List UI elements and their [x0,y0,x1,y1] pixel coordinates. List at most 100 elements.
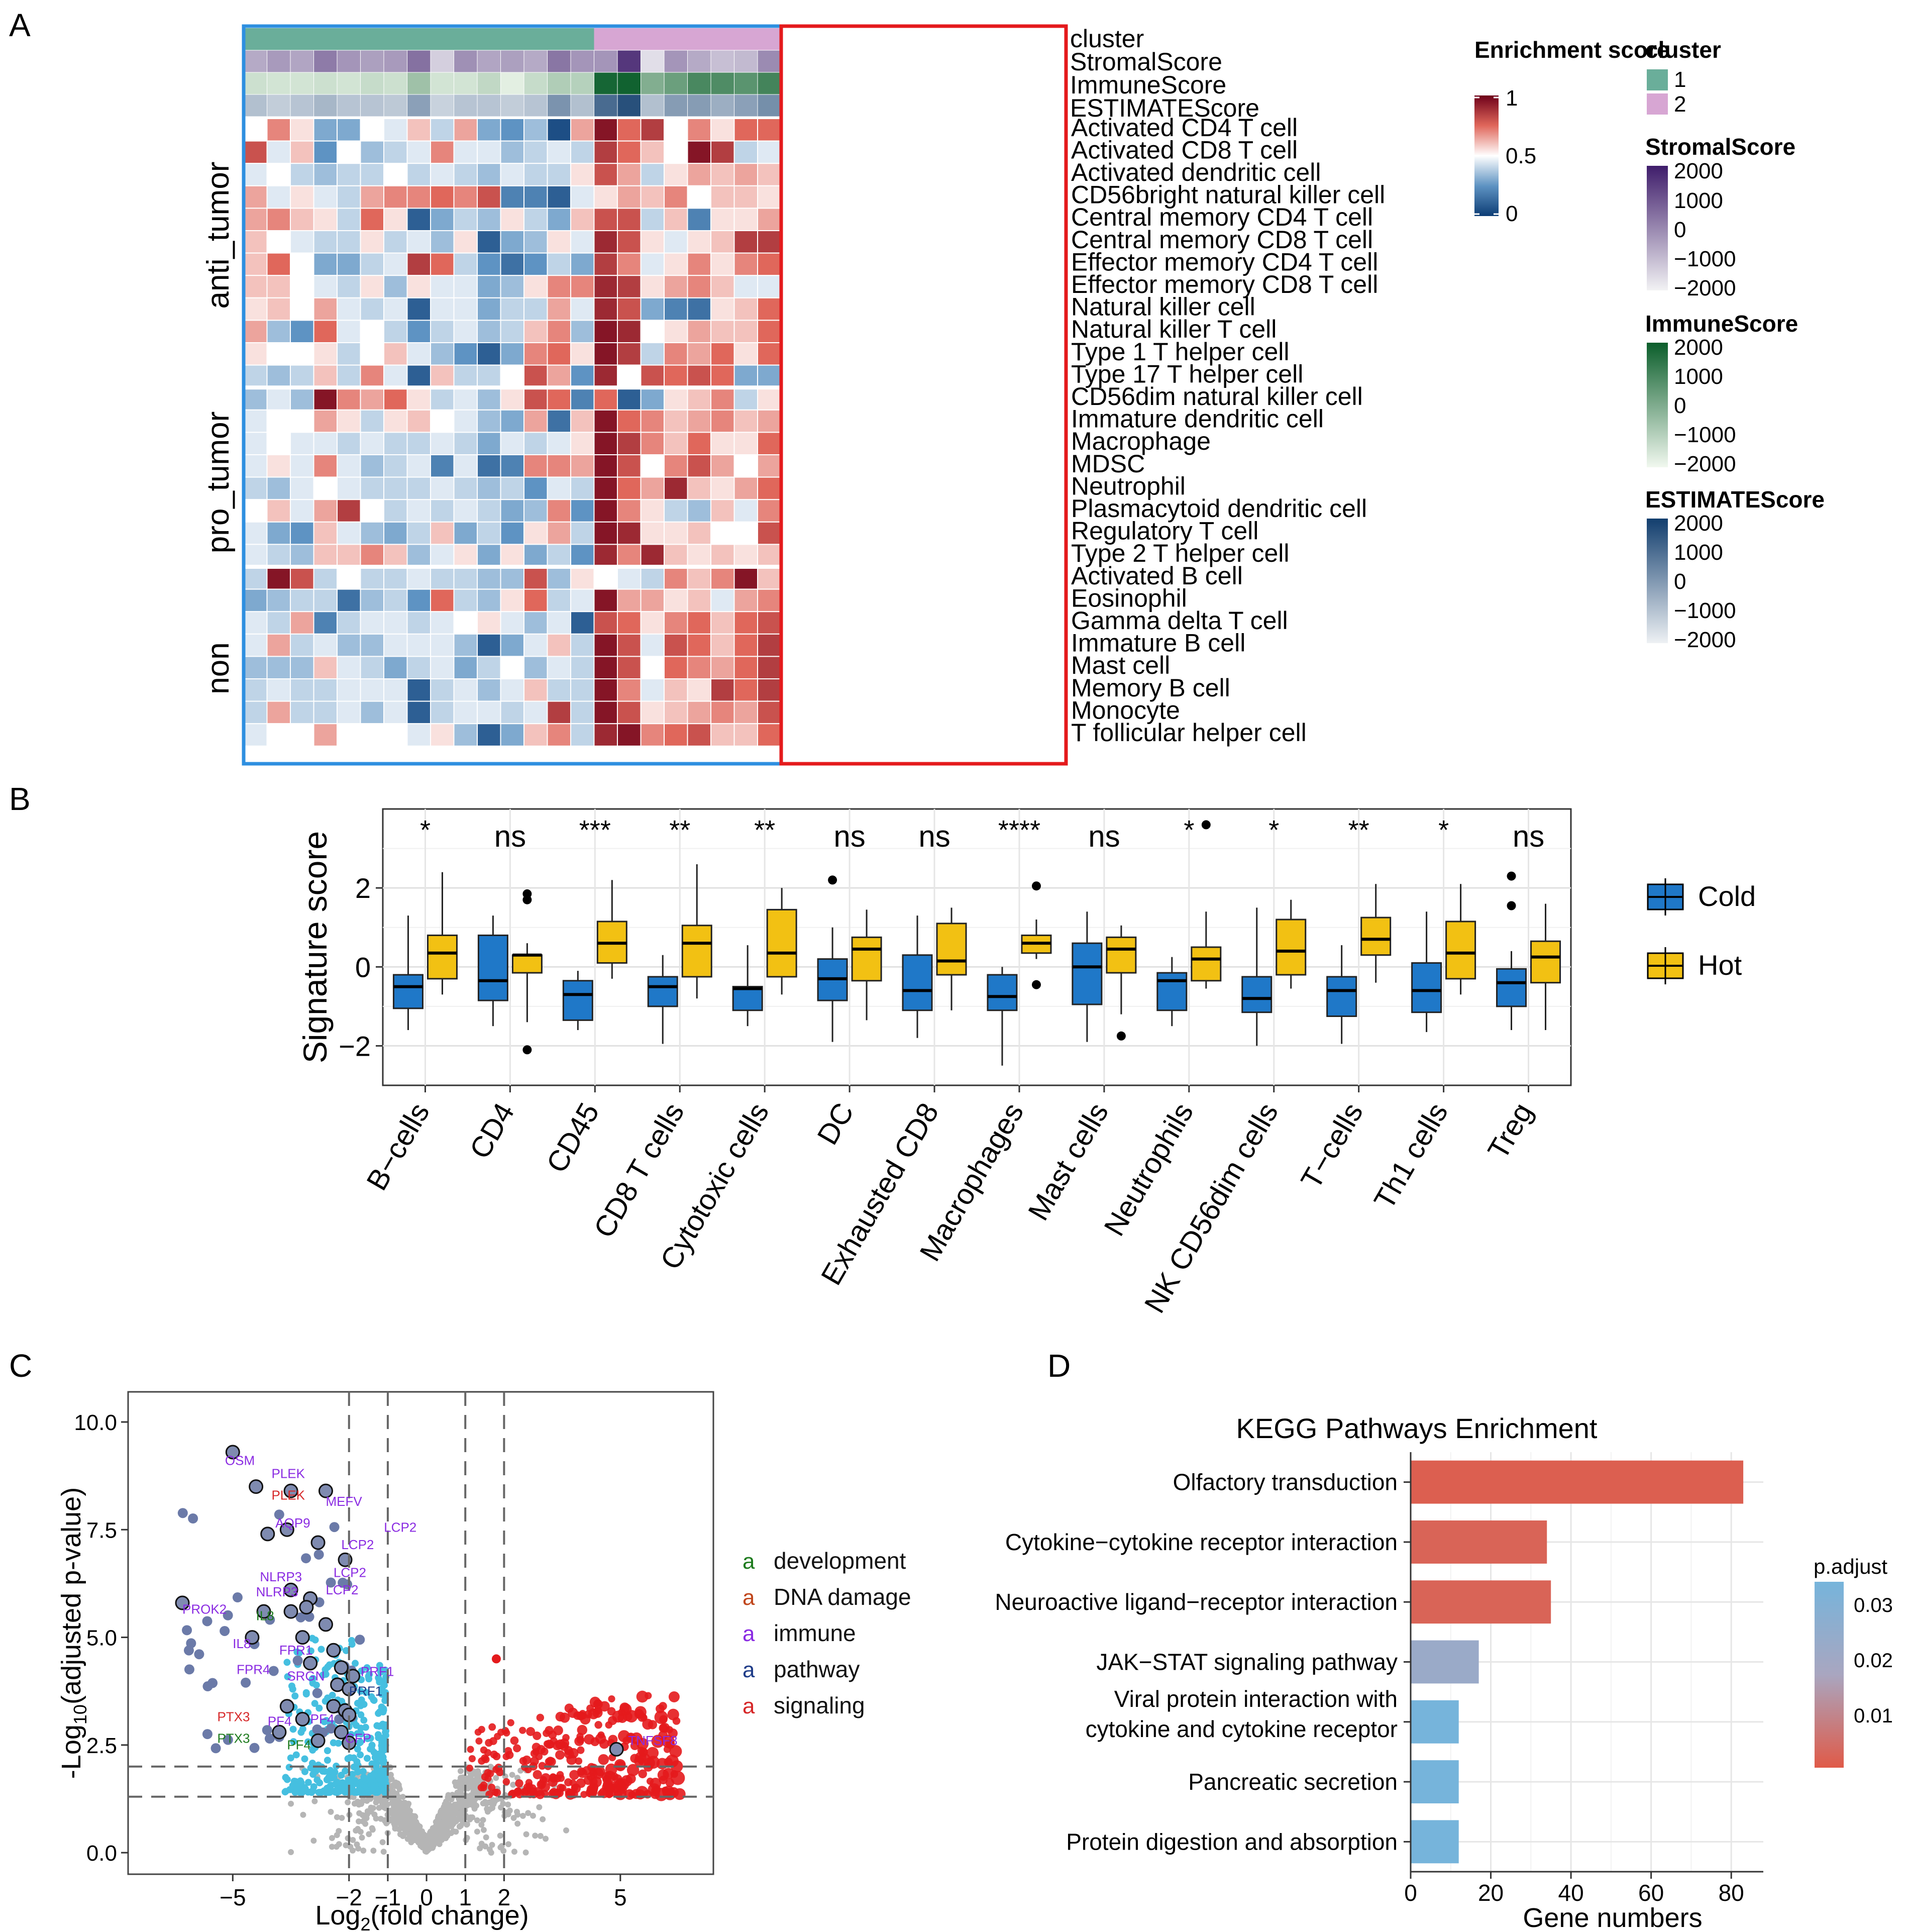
volcano-point-ns [369,1825,375,1832]
immune-tick-label: 0 [1674,393,1686,418]
heatmap-cell [337,140,361,164]
volcano-point-down [354,1730,361,1738]
heatmap-cell [430,275,455,298]
gene-label: PLEK [271,1487,305,1502]
heatmap-cell [290,297,314,321]
heatmap-cell [383,723,408,747]
volcano-point-up [536,1713,545,1722]
heatmap-cell [710,275,735,298]
heatmap-cell [687,342,711,366]
enrichment-legend: Enrichment score 1 0.5 0 [1474,37,1670,226]
heatmap-cell [477,387,501,411]
heatmap-cell [383,342,408,366]
heatmap-row-label: Central memory CD8 T cell [1071,226,1373,254]
immune-tick-label: −1000 [1674,423,1736,447]
heatmap-cell [477,118,501,142]
estimate-legend-title: ESTIMATEScore [1645,486,1825,513]
stromal-annotation-cell [313,50,338,73]
heatmap-cell [570,252,595,276]
heatmap-cell [593,633,618,657]
y-tick-label: 2.5 [86,1734,117,1758]
heatmap-cell [430,252,455,276]
heatmap-cell [547,275,571,298]
heatmap-cell [617,544,642,568]
heatmap-cell [523,544,548,568]
volcano-point-down [324,1747,331,1755]
estimate-annotation-cell [594,94,618,117]
gene-label: PRF1 [361,1664,394,1679]
heatmap-cell [593,700,618,725]
volcano-point-highlight [295,1711,310,1726]
stromal-annotation-cell [500,50,524,73]
heatmap-cell [640,611,665,635]
box-hot [766,908,797,978]
heatmap-cell [477,476,501,500]
cluster-annotation-cell [500,28,524,50]
significance-label: ns [1513,820,1544,853]
heatmap-cell [757,163,782,186]
kegg-axes: 0 20 40 60 80 Olfactory transduction Cytokine−… [995,1452,1763,1906]
immune-annotation-cell [313,72,338,95]
heatmap-cell [733,297,758,321]
volcano-point-down [289,1782,296,1789]
volcano-point-up [519,1757,527,1765]
volcano-point-up [635,1786,649,1799]
gene-label: FPR1 [279,1643,312,1658]
heatmap-row-label: Gamma delta T cell [1071,606,1288,635]
heatmap-cell [757,342,782,366]
heatmap-cell [640,163,665,186]
heatmap-cell [500,566,524,590]
x-tick-label: CD4 [463,1097,520,1164]
volcano-point-ns [356,1810,363,1816]
volcano-point-ns [356,1818,362,1824]
heatmap-cell [593,432,618,456]
gene-label: LCP2 [384,1520,416,1535]
heatmap-cell [570,588,595,613]
x-tick-label: CD45 [540,1097,605,1178]
heatmap-cell [687,208,711,231]
heatmap-cell [290,275,314,298]
cluster-annotation-cell [360,28,384,50]
heatmap-cell [664,163,688,186]
heatmap-cell [360,342,384,366]
heatmap-cell [710,297,735,321]
heatmap-cell [640,140,665,164]
volcano-point-ns [474,1817,480,1823]
volcano-point-ns [411,1826,418,1833]
volcano-point-up [541,1782,550,1792]
volcano-point-up [569,1770,579,1780]
heatmap-cell [500,208,524,231]
volcano-point-down [323,1717,330,1724]
volcano-point-ns [355,1845,362,1852]
volcano-point-up [480,1746,488,1754]
estimate-annotation-cell [500,94,524,117]
volcano-point-gene [355,1635,365,1645]
estimate-annotation-cell [430,94,454,117]
volcano-point-highlight [249,1479,264,1494]
heatmap-cell [664,185,688,209]
heatmap-cell [687,476,711,500]
heatmap-cell [313,521,338,545]
volcano-point-up [660,1722,670,1733]
heatmap-cell [547,611,571,635]
heatmap-cell [313,118,338,142]
volcano-point-down [351,1763,358,1771]
heatmap-cell [617,633,642,657]
heatmap-cell [617,521,642,545]
heatmap-cell [710,700,735,725]
heatmap-row-label: Type 1 T helper cell [1071,338,1290,366]
heatmap-cell [547,297,571,321]
heatmap-cell [243,118,268,142]
kegg-category-label: Viral protein interaction with [1114,1686,1398,1712]
volcano-point-up [648,1720,658,1730]
estimate-annotation-cell [547,94,571,117]
volcano-point-down [288,1682,295,1690]
heatmap-cell [640,432,665,456]
volcano-point-down [291,1692,299,1700]
heatmap-cell [290,633,314,657]
heatmap-cell [477,700,501,725]
heatmap-cell [733,185,758,209]
volcano-point-highlight [318,1483,333,1498]
heatmap-cell [383,320,408,344]
volcano-point-down [360,1716,368,1724]
